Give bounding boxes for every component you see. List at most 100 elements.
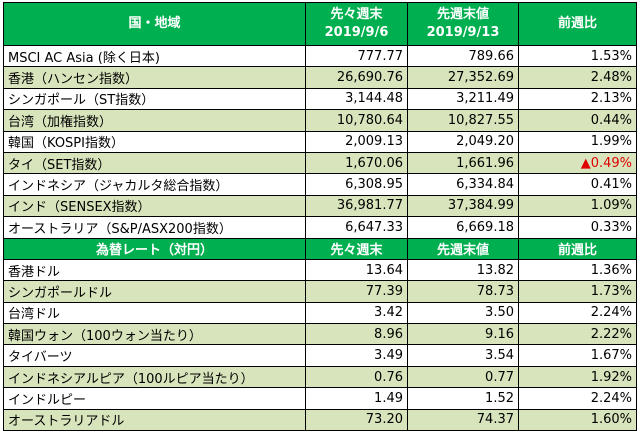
header-cell: 先週末値 2019/9/13 [407,2,519,46]
value-cell: 3,211.49 [407,87,519,111]
table-body: 国・地域 先々週末 2019/9/6 先週末値 2019/9/13 前週比 MSCI AC … [3,2,637,432]
value-cell: 1.53% [518,44,637,68]
label-cell: 台湾（加権指数） [3,109,306,132]
value-cell: 2.48% [518,66,637,89]
table-row: インドネシア（ジャカルタ総合指数） 6,308.95 6,334.84 0.41% [3,173,637,196]
value-cell: 6,308.95 [305,173,408,196]
value-cell: 0.33% [518,216,637,239]
label-cell: オーストラリアドル [3,408,306,432]
header-cell: 先々週末 [305,237,408,260]
value-cell: 1.09% [518,194,637,218]
value-cell: 77.39 [305,280,408,303]
value-cell: 0.41% [518,173,637,196]
table-row: オーストラリア（S&P/ASX200指数） 6,647.33 6,669.18 0.3… [3,216,637,239]
header-row: 為替レート（対円） 先々週末 先週末値 前週比 [3,237,637,260]
header-text: 国・地域 [128,16,181,31]
table-row: 台湾（加権指数） 10,780.64 10,827.55 0.44% [3,109,637,132]
table-row: 韓国ウォン（100ウォン当たり） 8.96 9.16 2.22% [3,323,637,346]
label-cell: オーストラリア（S&P/ASX200指数） [3,216,306,239]
value-cell: 1,661.96 [407,151,519,175]
header-text: 2019/9/6 [324,25,389,40]
table-row: シンガポールドル 77.39 78.73 1.73% [3,280,637,303]
value-cell: 10,827.55 [407,109,519,132]
value-cell: 37,384.99 [407,194,519,218]
header-text: 先週末値 [436,7,489,22]
header-cell: 先週末値 [407,237,519,260]
value-cell: 2.22% [518,323,637,346]
label-cell: シンガポール（ST指数） [3,87,306,111]
market-table: 国・地域 先々週末 2019/9/6 先週末値 2019/9/13 前週比 MSCI AC … [3,2,637,432]
table-row: タイ（SET指数） 1,670.06 1,661.96 ▲0.49% [3,151,637,175]
value-cell: 9.16 [407,323,519,346]
label-cell: シンガポールドル [3,280,306,303]
value-cell: 2.13% [518,87,637,111]
table-row: 台湾ドル 3.42 3.50 2.24% [3,301,637,325]
table-row: 韓国（KOSPI指数） 2,009.13 2,049.20 1.99% [3,130,637,153]
table-row: インドルピー 1.49 1.52 2.24% [3,387,637,410]
label-cell: 台湾ドル [3,301,306,325]
value-cell: 1.67% [518,344,637,367]
value-cell: 13.64 [305,258,408,282]
table-row: インド（SENSEX指数） 36,981.77 37,384.99 1.09% [3,194,637,218]
value-cell: 3.49 [305,344,408,367]
label-cell: 香港ドル [3,258,306,282]
value-cell: 3.42 [305,301,408,325]
label-cell: インドネシア（ジャカルタ総合指数） [3,173,306,196]
label-cell: 韓国ウォン（100ウォン当たり） [3,323,306,346]
header-text: 前週比 [557,16,597,31]
value-cell: 1.52 [407,387,519,410]
label-cell: 韓国（KOSPI指数） [3,130,306,153]
header-text: 2019/9/13 [426,25,500,40]
value-cell: 2.24% [518,301,637,325]
value-cell: 36,981.77 [305,194,408,218]
value-cell: 789.66 [407,44,519,68]
value-cell: 13.82 [407,258,519,282]
label-cell: タイバーツ [3,344,306,367]
table-row: インドネシアルピア（100ルピア当たり） 0.76 0.77 1.92% [3,365,637,389]
value-cell: 2.24% [518,387,637,410]
value-cell: 6,669.18 [407,216,519,239]
header-text: 先々週末 [330,7,383,22]
table-row: MSCI AC Asia (除く日本) 777.77 789.66 1.53% [3,44,637,68]
value-cell: 3.50 [407,301,519,325]
value-cell: 26,690.76 [305,66,408,89]
label-cell: タイ（SET指数） [3,151,306,175]
label-cell: インド（SENSEX指数） [3,194,306,218]
value-cell: 3,144.48 [305,87,408,111]
value-cell: 1.92% [518,365,637,389]
value-cell: 1.73% [518,280,637,303]
value-cell: 2,009.13 [305,130,408,153]
header-cell: 為替レート（対円） [3,237,306,260]
header-cell: 前週比 [518,237,637,260]
value-cell: 1.36% [518,258,637,282]
table-row: シンガポール（ST指数） 3,144.48 3,211.49 2.13% [3,87,637,111]
value-cell: 1.99% [518,130,637,153]
label-cell: インドルピー [3,387,306,410]
header-cell: 先々週末 2019/9/6 [305,2,408,46]
value-cell: 0.76 [305,365,408,389]
value-cell: 1.60% [518,408,637,432]
value-cell: 2,049.20 [407,130,519,153]
value-cell: 1,670.06 [305,151,408,175]
value-cell: 78.73 [407,280,519,303]
value-cell: 1.49 [305,387,408,410]
value-cell: 6,647.33 [305,216,408,239]
value-cell: 3.54 [407,344,519,367]
value-cell: 777.77 [305,44,408,68]
value-cell: 8.96 [305,323,408,346]
value-cell: 6,334.84 [407,173,519,196]
label-cell: MSCI AC Asia (除く日本) [3,44,306,68]
table-row: 香港（ハンセン指数） 26,690.76 27,352.69 2.48% [3,66,637,89]
header-cell: 国・地域 [3,2,306,46]
value-cell: ▲0.49% [518,151,637,175]
table-row: 香港ドル 13.64 13.82 1.36% [3,258,637,282]
header-cell: 前週比 [518,2,637,46]
value-cell: 0.44% [518,109,637,132]
label-cell: インドネシアルピア（100ルピア当たり） [3,365,306,389]
value-cell: 73.20 [305,408,408,432]
value-cell: 0.77 [407,365,519,389]
value-cell: 27,352.69 [407,66,519,89]
label-cell: 香港（ハンセン指数） [3,66,306,89]
table-row: オーストラリアドル 73.20 74.37 1.60% [3,408,637,432]
